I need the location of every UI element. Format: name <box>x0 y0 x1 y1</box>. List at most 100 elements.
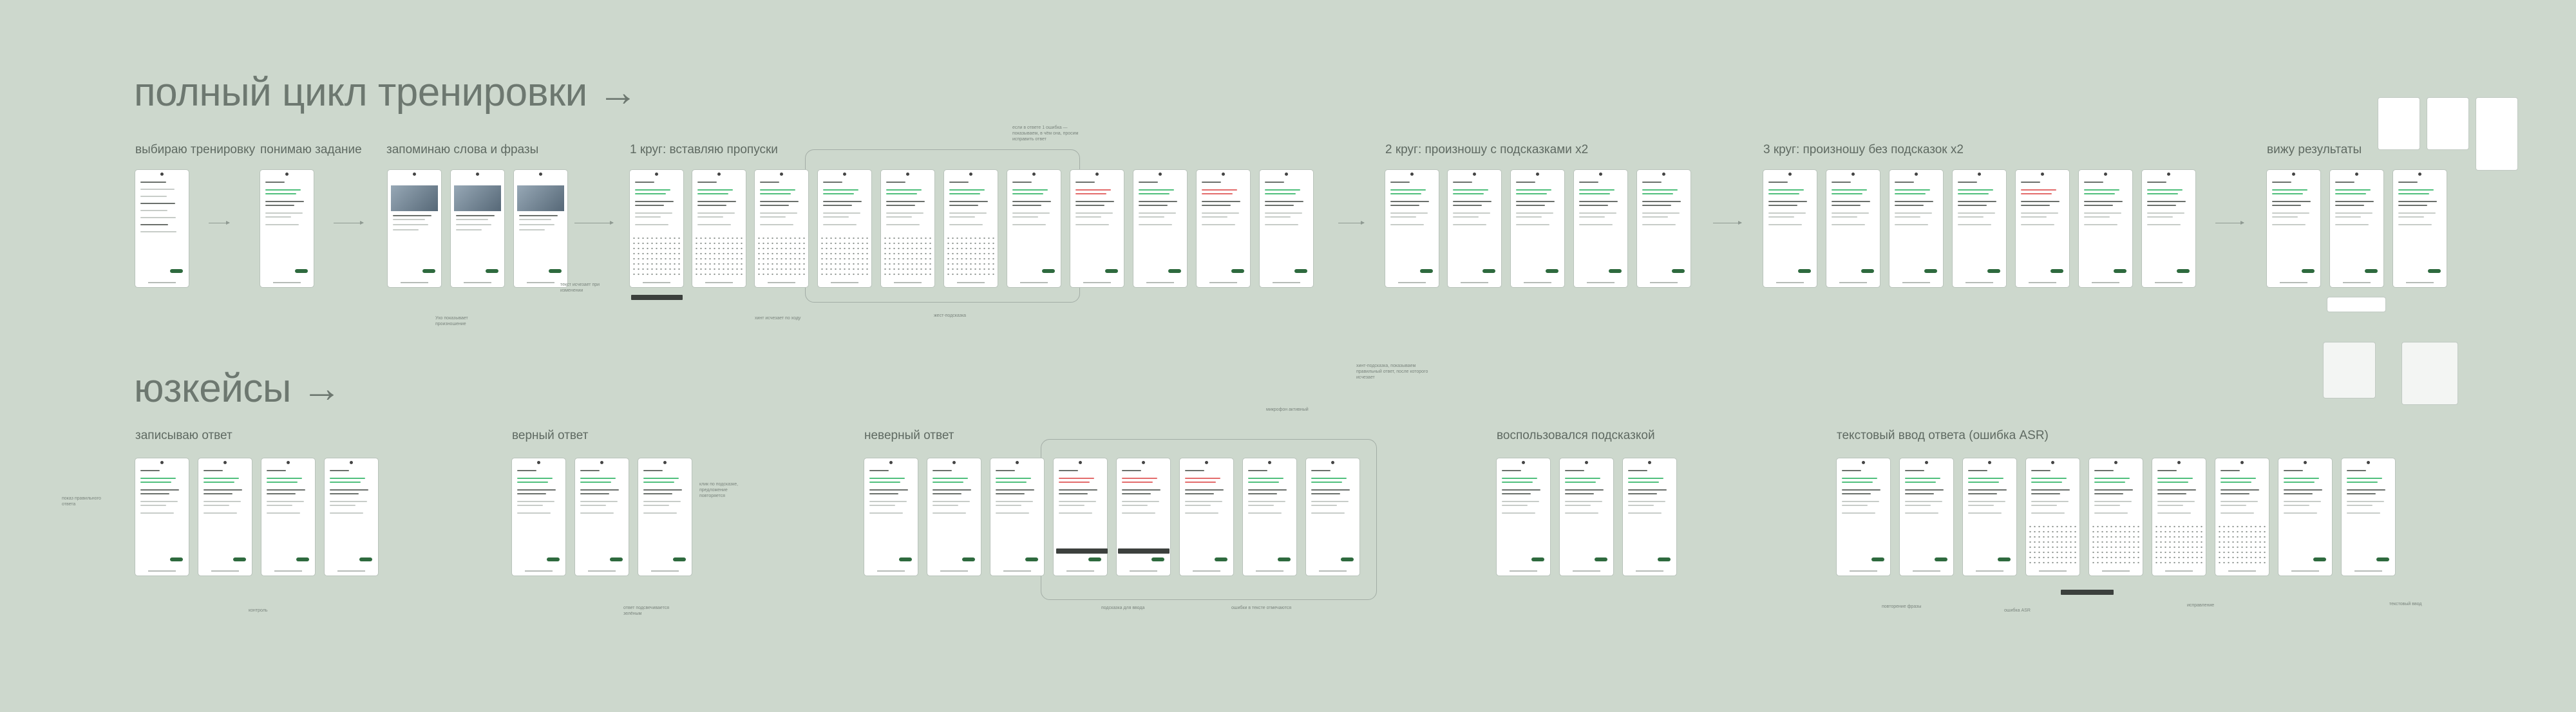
text-line <box>1832 205 1861 206</box>
continue-button[interactable] <box>1105 269 1118 273</box>
text-line <box>1502 470 1521 471</box>
continue-button[interactable] <box>1482 269 1495 273</box>
continue-button[interactable] <box>1609 269 1622 273</box>
keyboard <box>820 236 869 276</box>
text-line <box>1516 201 1555 202</box>
continue-button[interactable] <box>1420 269 1433 273</box>
text-line <box>1122 470 1141 471</box>
text-line <box>643 493 672 494</box>
continue-button[interactable] <box>1861 269 1874 273</box>
continue-button[interactable] <box>422 269 435 273</box>
text-line <box>2221 512 2254 514</box>
text-line <box>2021 205 2050 206</box>
text-line <box>823 193 854 194</box>
continue-button[interactable] <box>1215 557 1227 561</box>
annotation: текст исчезает при изменении <box>560 283 600 293</box>
continue-button[interactable] <box>2114 269 2126 273</box>
continue-button[interactable] <box>295 269 308 273</box>
nav-bar <box>1976 570 2003 572</box>
continue-button[interactable] <box>1088 557 1101 561</box>
text-line <box>456 224 491 225</box>
nav-bar <box>1573 570 1600 572</box>
annotation: ошибки в тексте отмечаются <box>1231 606 1292 610</box>
continue-button[interactable] <box>610 557 623 561</box>
text-line <box>1628 478 1663 479</box>
continue-button[interactable] <box>1924 269 1937 273</box>
nav-bar <box>1193 570 1220 572</box>
text-line <box>949 182 969 183</box>
text-line <box>1832 193 1862 194</box>
continue-button[interactable] <box>1546 269 1558 273</box>
step-title-choose: выбираю тренировку <box>135 143 256 156</box>
phone-screen <box>1900 458 1953 576</box>
continue-button[interactable] <box>1595 557 1607 561</box>
phone-screen <box>755 170 808 287</box>
continue-button[interactable] <box>1231 269 1244 273</box>
nav-bar <box>831 282 858 283</box>
continue-button[interactable] <box>1935 557 1947 561</box>
continue-button[interactable] <box>2177 269 2190 273</box>
text-line <box>1311 501 1349 502</box>
text-line <box>1265 182 1284 183</box>
text-line <box>265 224 299 225</box>
text-line <box>1265 224 1298 225</box>
continue-button[interactable] <box>170 557 183 561</box>
results-variant-panel <box>2427 98 2468 149</box>
text-line <box>1842 470 1861 471</box>
continue-button[interactable] <box>2428 269 2441 273</box>
phone-screen <box>1007 170 1061 287</box>
continue-button[interactable] <box>549 269 562 273</box>
text-line <box>1185 489 1224 491</box>
continue-button[interactable] <box>1151 557 1164 561</box>
continue-button[interactable] <box>2313 557 2326 561</box>
continue-button[interactable] <box>2376 557 2389 561</box>
continue-button[interactable] <box>1025 557 1038 561</box>
nav-bar <box>274 570 302 572</box>
nav-bar <box>2039 570 2067 572</box>
continue-button[interactable] <box>1672 269 1685 273</box>
text-line <box>949 189 985 191</box>
continue-button[interactable] <box>2050 269 2063 273</box>
continue-button[interactable] <box>1168 269 1181 273</box>
continue-button[interactable] <box>359 557 372 561</box>
continue-button[interactable] <box>1798 269 1811 273</box>
nav-bar <box>2029 282 2056 283</box>
continue-button[interactable] <box>1987 269 2000 273</box>
continue-button[interactable] <box>486 269 498 273</box>
continue-button[interactable] <box>899 557 912 561</box>
continue-button[interactable] <box>1998 557 2011 561</box>
text-line <box>2094 501 2132 502</box>
text-line <box>1502 512 1535 514</box>
continue-button[interactable] <box>296 557 309 561</box>
phone-screen <box>388 170 441 287</box>
continue-button[interactable] <box>1658 557 1671 561</box>
text-line <box>517 501 554 502</box>
text-line <box>204 501 241 502</box>
text-line <box>580 482 611 483</box>
text-line <box>1139 189 1174 191</box>
text-line <box>1565 493 1594 494</box>
continue-button[interactable] <box>1531 557 1544 561</box>
continue-button[interactable] <box>2302 269 2315 273</box>
continue-button[interactable] <box>547 557 560 561</box>
continue-button[interactable] <box>1042 269 1055 273</box>
keyboard <box>757 236 806 276</box>
text-line <box>1628 493 1657 494</box>
continue-button[interactable] <box>1341 557 1354 561</box>
continue-button[interactable] <box>962 557 975 561</box>
phone-screen <box>2393 170 2447 287</box>
text-line <box>1453 212 1490 214</box>
text-line <box>519 229 545 230</box>
continue-button[interactable] <box>233 557 246 561</box>
phone-screen <box>575 458 629 576</box>
continue-button[interactable] <box>1278 557 1291 561</box>
text-line <box>140 501 178 502</box>
nav-bar <box>2102 570 2130 572</box>
text-line <box>996 489 1034 491</box>
continue-button[interactable] <box>2365 269 2378 273</box>
continue-button[interactable] <box>1871 557 1884 561</box>
continue-button[interactable] <box>673 557 686 561</box>
text-line <box>823 201 862 202</box>
continue-button[interactable] <box>170 269 183 273</box>
continue-button[interactable] <box>1294 269 1307 273</box>
